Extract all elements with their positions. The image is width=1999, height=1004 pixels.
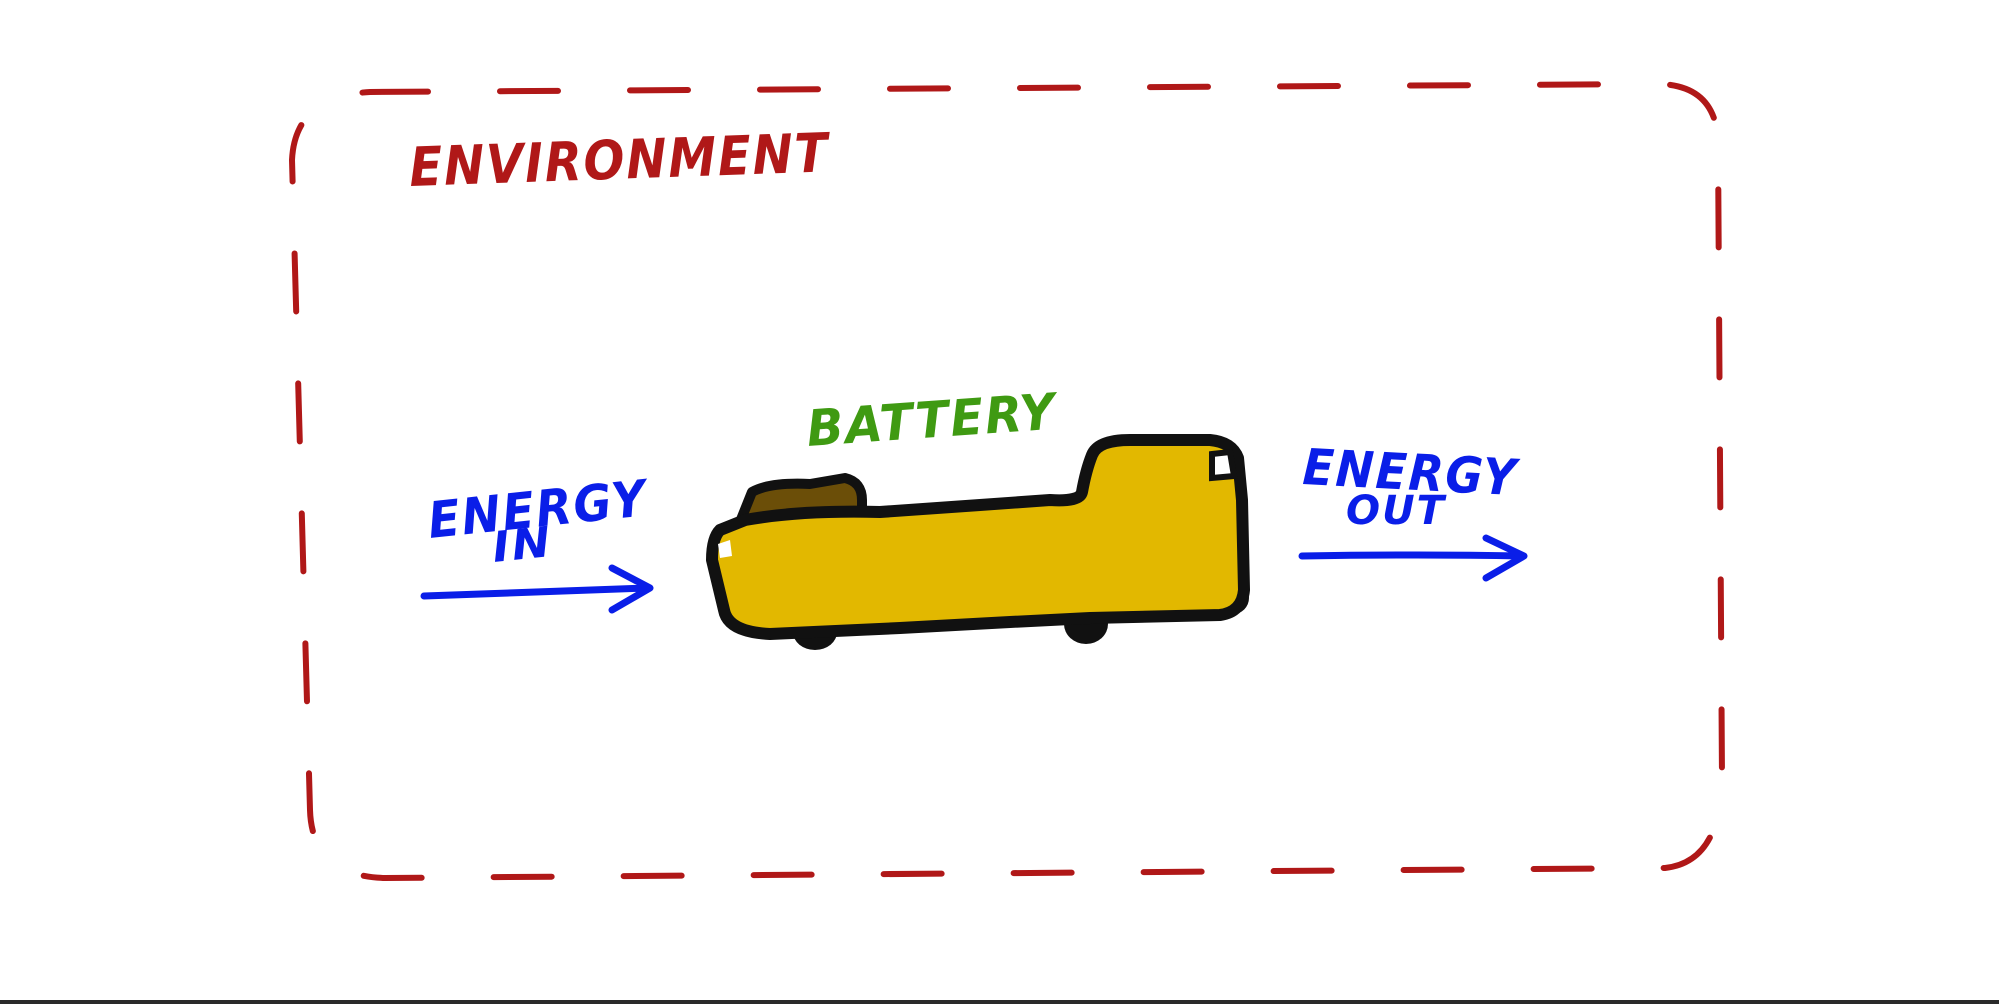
- bottom-border: [0, 1000, 1999, 1004]
- environment-label: ENVIRONMENT: [408, 121, 832, 199]
- energy-out-arrow: [1302, 538, 1524, 578]
- energy-in-label-line2: IN: [490, 517, 555, 572]
- energy-in-arrow: [424, 568, 650, 610]
- energy-out-label-line2: OUT: [1346, 488, 1447, 534]
- battery-label: BATTERY: [805, 382, 1061, 457]
- battery-icon: [712, 440, 1249, 650]
